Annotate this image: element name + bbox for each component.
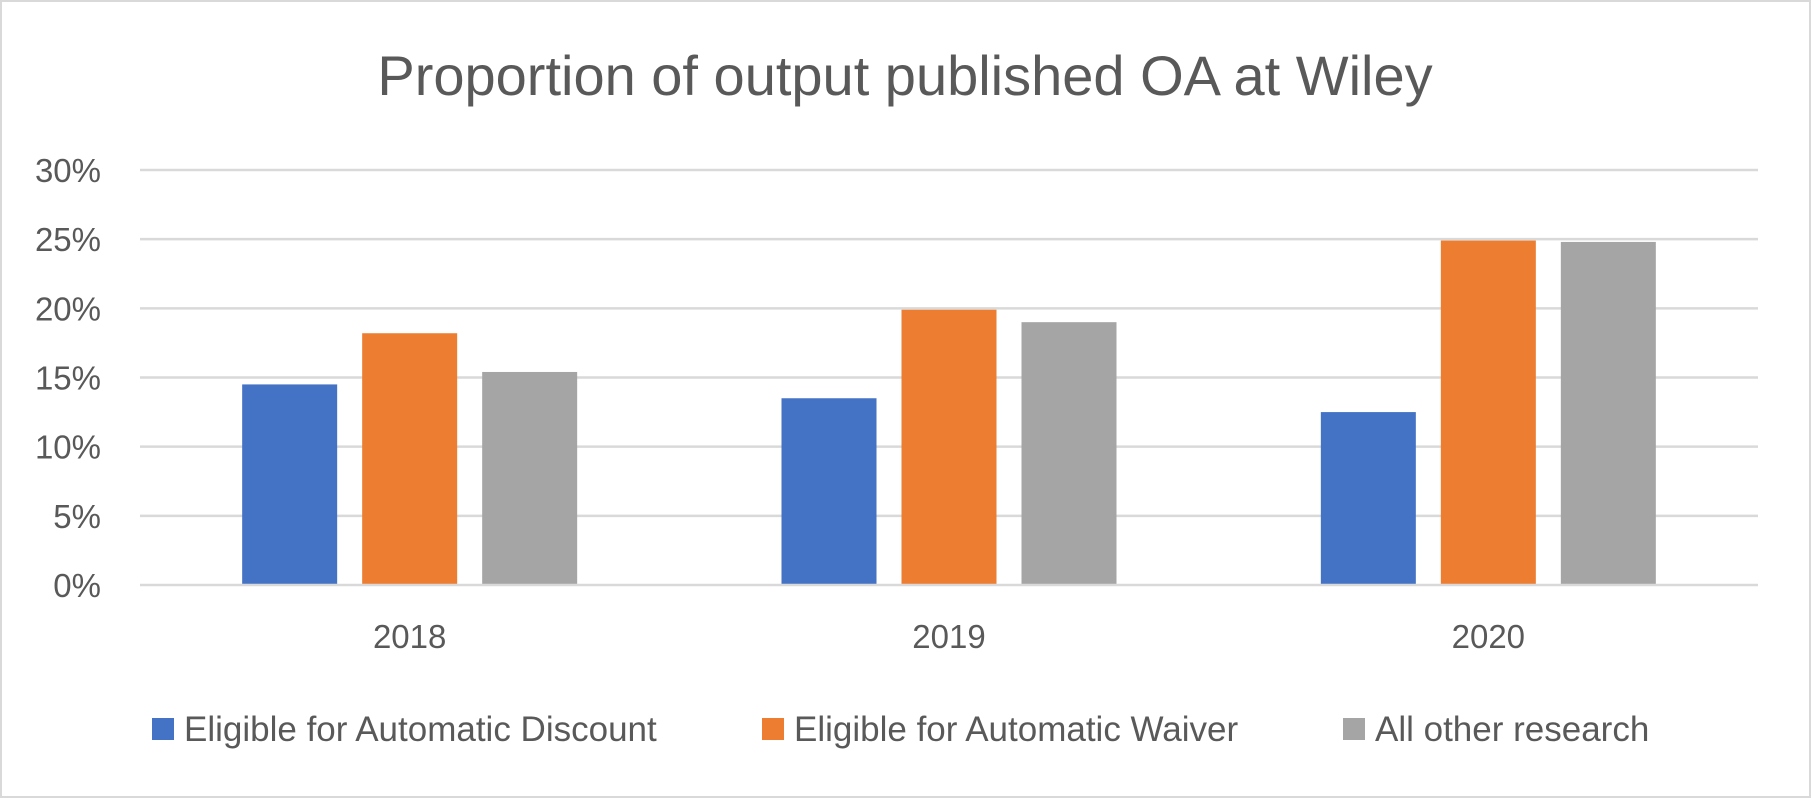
bars	[242, 240, 1656, 586]
y-tick-label: 25%	[35, 221, 101, 258]
y-tick-label: 0%	[53, 567, 101, 604]
x-axis-ticks: 2018 2019 2020	[373, 618, 1525, 655]
y-tick-label: 10%	[35, 429, 101, 466]
legend: Eligible for Automatic Discount Eligible …	[152, 710, 1649, 749]
legend-swatch	[1343, 718, 1365, 740]
chart-title: Proportion of output published OA at Wil…	[377, 44, 1432, 107]
y-tick-label: 5%	[53, 498, 101, 535]
y-tick-label: 20%	[35, 290, 101, 327]
bar	[781, 398, 877, 585]
x-tick-label: 2018	[373, 618, 446, 655]
legend-label: All other research	[1375, 710, 1649, 749]
legend-label: Eligible for Automatic Discount	[184, 710, 657, 749]
legend-swatch	[152, 718, 174, 740]
bar	[482, 371, 578, 585]
x-tick-label: 2020	[1452, 618, 1525, 655]
y-tick-label: 30%	[35, 152, 101, 189]
bar	[901, 309, 997, 585]
bar	[1440, 240, 1536, 586]
legend-label: Eligible for Automatic Waiver	[794, 710, 1238, 749]
bar	[1320, 412, 1416, 585]
x-tick-label: 2019	[912, 618, 985, 655]
bar	[242, 384, 338, 585]
bar	[1560, 241, 1656, 585]
y-axis-ticks: 0% 5% 10% 15% 20% 25% 30%	[35, 152, 101, 604]
legend-swatch	[762, 718, 784, 740]
y-tick-label: 15%	[35, 360, 101, 397]
bar	[362, 333, 458, 585]
bar	[1021, 322, 1117, 585]
